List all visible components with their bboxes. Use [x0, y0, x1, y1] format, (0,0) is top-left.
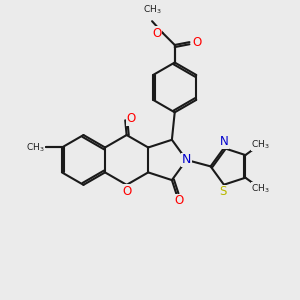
Text: O: O: [152, 27, 161, 40]
Text: O: O: [174, 194, 183, 207]
Text: S: S: [219, 185, 226, 198]
Text: N: N: [182, 153, 191, 167]
Text: CH$_3$: CH$_3$: [26, 141, 45, 154]
Text: CH$_3$: CH$_3$: [251, 182, 269, 195]
Text: N: N: [220, 135, 228, 148]
Text: CH$_3$: CH$_3$: [251, 138, 269, 151]
Text: O: O: [122, 184, 131, 198]
Text: O: O: [127, 112, 136, 125]
Text: O: O: [192, 36, 201, 49]
Text: CH$_3$: CH$_3$: [143, 3, 161, 16]
Text: CH$_3$: CH$_3$: [26, 141, 45, 154]
